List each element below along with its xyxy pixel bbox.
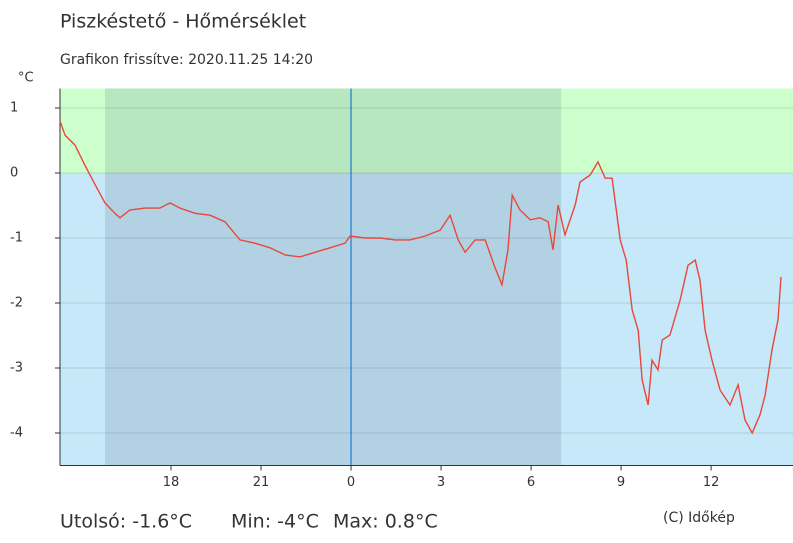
x-tick-label: 0: [347, 475, 355, 490]
credit: (C) Időkép: [663, 510, 735, 526]
y-tick-label: -4: [10, 426, 23, 441]
x-tick-label: 3: [437, 475, 445, 490]
night-shade: [105, 88, 562, 466]
y-tick-label: -2: [10, 296, 23, 311]
x-tick-label: 18: [163, 475, 180, 490]
chart-title: Piszkéstető - Hőmérséklet: [60, 11, 306, 33]
temperature-line: [59, 120, 782, 435]
footer-max: Max: 0.8°C: [333, 511, 438, 533]
y-tick-label: -1: [10, 231, 23, 246]
x-tick-label: 9: [617, 475, 625, 490]
footer-min: Min: -4°C: [231, 511, 319, 533]
footer-last: Utolsó: -1.6°C: [60, 511, 192, 533]
x-tick-label: 12: [703, 475, 720, 490]
x-tick-label: 21: [253, 475, 270, 490]
chart-subtitle: Grafikon frissítve: 2020.11.25 14:20: [60, 52, 313, 68]
below-zero-band: [60, 173, 793, 466]
above-zero-band: [60, 88, 793, 173]
x-tick-label: 6: [527, 475, 535, 490]
y-tick-label: 1: [10, 101, 18, 116]
y-tick-label: 0: [10, 166, 18, 181]
y-unit: °C: [18, 71, 34, 86]
y-tick-label: -3: [10, 361, 23, 376]
